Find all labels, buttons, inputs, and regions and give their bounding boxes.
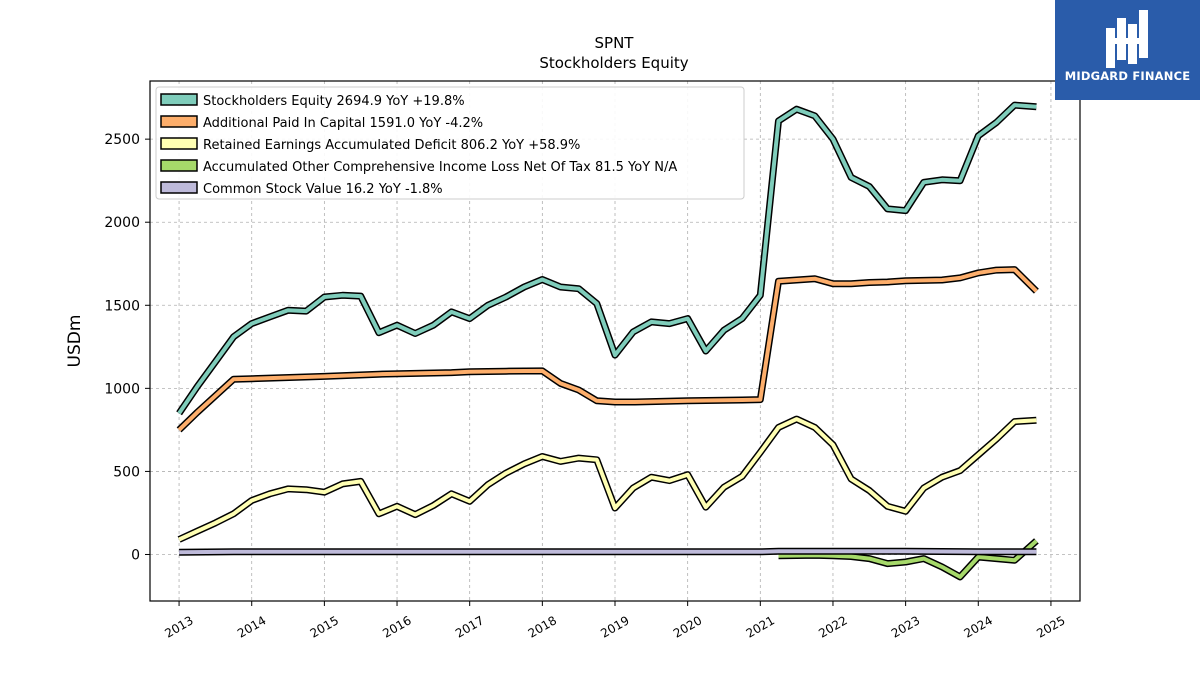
legend-box — [155, 86, 745, 200]
series-line — [177, 267, 1038, 432]
x-tick-label: 2014 — [235, 613, 268, 640]
x-tick-label: 2024 — [962, 613, 995, 640]
legend-swatch — [160, 181, 198, 194]
legend-entry: Retained Earnings Accumulated Deficit 80… — [203, 138, 580, 153]
series-line — [178, 417, 1037, 542]
x-tick-label: 2015 — [308, 613, 341, 640]
chart-subtitle: Stockholders Equity — [539, 54, 688, 72]
x-tick-label: 2019 — [598, 613, 631, 640]
legend-swatch — [160, 93, 198, 106]
x-tick-label: 2020 — [671, 613, 704, 640]
legend-entry: Stockholders Equity 2694.9 YoY +19.8% — [203, 94, 465, 109]
legend-swatch — [160, 159, 198, 172]
x-tick-label: 2025 — [1034, 613, 1067, 640]
x-tick-label: 2016 — [380, 613, 413, 640]
series-line — [177, 103, 1037, 415]
series-line — [179, 549, 1037, 555]
y-tick-label: 2500 — [104, 132, 140, 148]
chart-title: SPNT — [595, 34, 635, 52]
series-lines — [176, 101, 1039, 581]
series-line-outline — [177, 415, 1037, 543]
legend-entry: Accumulated Other Comprehensive Income L… — [203, 160, 677, 175]
y-tick-label: 500 — [113, 464, 140, 480]
legend-swatch — [160, 137, 198, 150]
legend-entry: Additional Paid In Capital 1591.0 YoY -4… — [203, 116, 483, 131]
y-tick-label: 2000 — [104, 215, 140, 231]
y-tick-label: 1000 — [104, 381, 140, 397]
legend-swatch — [160, 115, 198, 128]
brand-name: MIDGARD FINANCE — [1064, 69, 1191, 83]
x-tick-label: 2022 — [816, 613, 849, 640]
x-tick-label: 2018 — [526, 613, 559, 640]
brand-logo: MIDGARD FINANCE — [1055, 0, 1200, 100]
series-line-outline — [176, 266, 1039, 433]
x-tick-label: 2021 — [744, 613, 777, 640]
brand-mark-icon — [1106, 10, 1148, 68]
x-tick-label: 2017 — [453, 613, 486, 640]
y-axis-label: USDm — [65, 315, 85, 368]
axis-ticks: 2013 2014 2015 2016 2017 2018 2019 2020 2021 2022… — [104, 132, 1067, 641]
y-tick-label: 0 — [131, 547, 140, 563]
legend: Stockholders Equity 2694.9 YoY +19.8% Add… — [155, 86, 745, 200]
y-tick-label: 1500 — [104, 298, 140, 314]
series-line — [778, 539, 1038, 579]
x-tick-label: 2023 — [889, 613, 922, 640]
x-tick-label: 2013 — [162, 613, 195, 640]
legend-entry: Common Stock Value 16.2 YoY -1.8% — [203, 182, 443, 197]
